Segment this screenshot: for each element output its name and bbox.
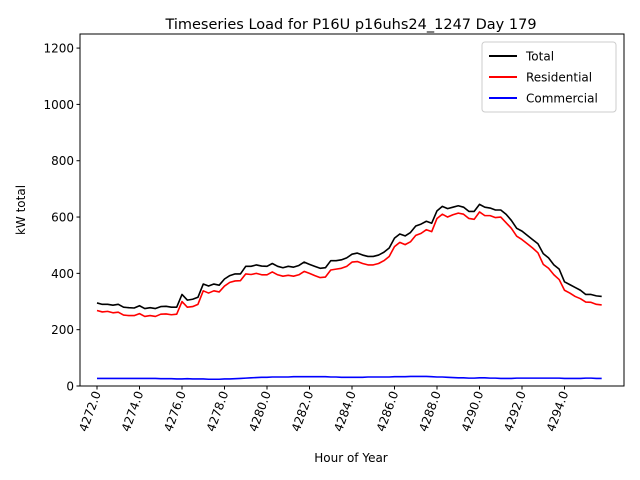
- y-tick-label: 600: [51, 211, 74, 225]
- y-tick-label: 800: [51, 154, 74, 168]
- legend-label-commercial: Commercial: [526, 92, 598, 106]
- series-line-commercial: [97, 375, 602, 381]
- legend-label-residential: Residential: [526, 71, 592, 85]
- x-axis-label: Hour of Year: [314, 451, 388, 465]
- legend-label-total: Total: [525, 50, 554, 64]
- series-line-total: [96, 203, 602, 310]
- y-axis: 0 200 400 600 800 1000 1200: [43, 42, 80, 394]
- y-tick-label: 1000: [43, 98, 74, 112]
- series-line-residential: [96, 211, 602, 318]
- y-tick-label: 200: [51, 323, 74, 337]
- chart-title: Timeseries Load for P16U p16uhs24_1247 D…: [164, 17, 536, 33]
- legend: Total Residential Commercial: [481, 41, 617, 113]
- series-group: [96, 203, 602, 381]
- y-tick-label: 400: [51, 267, 74, 281]
- legend-box: [481, 41, 617, 113]
- y-tick-label: 0: [66, 380, 74, 394]
- y-axis-label: kW total: [14, 185, 28, 235]
- y-tick-label: 1200: [43, 42, 74, 56]
